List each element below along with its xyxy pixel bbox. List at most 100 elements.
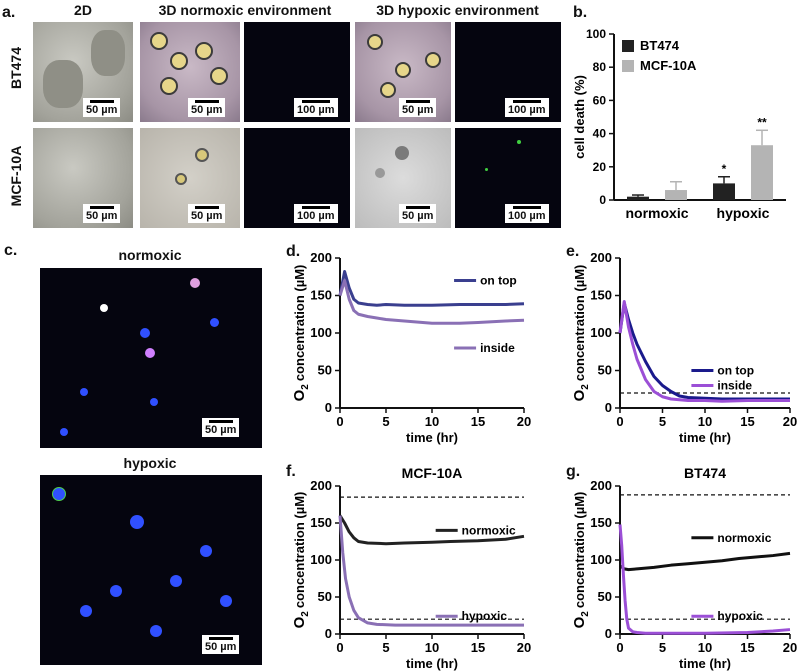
legend-label: on top	[717, 364, 754, 378]
y-tick-label: 200	[310, 478, 332, 493]
bar	[627, 197, 649, 200]
legend-label: inside	[717, 379, 752, 393]
y-tick-label: 100	[310, 325, 332, 340]
x-tick-label: 20	[783, 640, 797, 655]
x-tick-label: 5	[382, 414, 389, 429]
scale-bar: 50 µm	[188, 98, 225, 117]
panel-letter-c: c.	[4, 242, 17, 260]
micrograph-mcf10a-3d-hypoxic-brightfield: 50 µm	[355, 128, 451, 228]
micrograph-normoxic-fluorescence: 50 µm	[40, 268, 262, 448]
y-axis-label-sub: 2	[300, 611, 311, 617]
legend-label: hypoxic	[462, 609, 508, 623]
row-label-bt474: BT474	[8, 38, 24, 98]
scale-bar: 100 µm	[505, 98, 549, 117]
x-axis-label: time (hr)	[679, 430, 731, 445]
header-3d-hypoxic: 3D hypoxic environment	[355, 2, 560, 18]
scale-bar: 50 µm	[188, 204, 225, 223]
micrograph-bt474-3d-normoxic-brightfield: 50 µm	[140, 22, 240, 122]
scale-bar: 50 µm	[202, 635, 239, 654]
y-axis-label: O2 concentration (µM)	[571, 265, 591, 402]
legend-label: inside	[480, 341, 515, 355]
chart-b-cell-death: 0 20 40 60 80 100 cell death (%) normoxic hypoxi…	[570, 20, 796, 240]
y-tick-label: 50	[318, 363, 332, 378]
x-tick-label: 0	[616, 414, 623, 429]
chart-e-oxygen: 0501001502000 5 10 15 20time (hr)O2concentra…	[562, 248, 798, 454]
scale-bar: 50 µm	[399, 204, 436, 223]
y-tick-label: 0	[605, 626, 612, 641]
micrograph-mcf10a-3d-normoxic-brightfield: 50 µm	[140, 128, 240, 228]
y-axis-label-prefix: O	[291, 389, 308, 401]
significance-marker: *	[722, 162, 727, 176]
chart-title: MCF-10A	[402, 465, 463, 481]
panel-letter-a: a.	[2, 4, 15, 22]
x-tick-label: 5	[382, 640, 389, 655]
micrograph-bt474-3d-normoxic-fluorescence: 100 µm	[244, 22, 350, 122]
legend-label: hypoxic	[717, 609, 763, 623]
y-tick-label: 50	[598, 363, 612, 378]
x-tick-label: 0	[336, 414, 343, 429]
scale-bar: 50 µm	[399, 98, 436, 117]
panel-c-label-normoxic: normoxic	[40, 247, 260, 263]
y-axis-label-sub: 2	[580, 611, 591, 617]
y-tick-label: 50	[598, 589, 612, 604]
y-tick-label: 150	[310, 515, 332, 530]
y-tick-label: 150	[590, 515, 612, 530]
y-axis-label-sub: 2	[580, 384, 591, 390]
y-axis-label: cell death (%)	[572, 75, 587, 159]
y-tick-label: 200	[590, 478, 612, 493]
y-tick-label: 40	[593, 127, 607, 141]
scale-bar: 100 µm	[505, 204, 549, 223]
legend-swatch	[622, 60, 634, 72]
y-tick-label: 100	[310, 552, 332, 567]
y-axis-label: O2 concentration (µM)	[291, 265, 311, 402]
legend-swatch	[622, 40, 634, 52]
x-tick-label: 10	[698, 640, 712, 655]
y-tick-label: 200	[310, 250, 332, 265]
x-tick-label: 5	[659, 414, 666, 429]
chart-d-axes: 0501001502000 5 10 15 20time (hr)O2concentra…	[291, 250, 531, 445]
y-tick-label: 100	[590, 552, 612, 567]
y-tick-label: 20	[593, 160, 607, 174]
y-tick-label: 150	[310, 288, 332, 303]
legend-label: normoxic	[462, 523, 516, 537]
micrograph-bt474-2d: 50 µm	[33, 22, 133, 122]
micrograph-mcf10a-3d-hypoxic-fluorescence: 100 µm	[455, 128, 561, 228]
y-axis-label-prefix: O	[291, 616, 308, 628]
x-axis-label: time (hr)	[406, 430, 458, 445]
legend-label: on top	[480, 274, 517, 288]
x-tick-label: 10	[698, 414, 712, 429]
y-tick-label: 0	[599, 193, 606, 207]
y-axis-label: O2 concentration (µM)	[571, 492, 591, 629]
legend-label: MCF-10A	[640, 58, 697, 73]
y-axis-label-sub: 2	[300, 384, 311, 390]
x-tick-label: 15	[471, 414, 485, 429]
x-tick-label: 20	[783, 414, 797, 429]
y-axis-label-prefix: O	[571, 616, 588, 628]
y-tick-label: 100	[590, 325, 612, 340]
bar	[713, 183, 735, 200]
row-label-mcf10a: MCF-10A	[8, 138, 24, 214]
x-tick-label: 10	[425, 640, 439, 655]
header-3d-normoxic: 3D normoxic environment	[140, 2, 350, 18]
chart-f-axes: MCF-10A0501001502000 5 10 15 20time (hr)O2co…	[291, 465, 531, 671]
y-tick-label: 0	[325, 400, 332, 415]
chart-b-axes: 020406080100cell death (%)normoxic hypoxi…	[572, 27, 786, 221]
y-axis-label-text: concentration (µM)	[572, 492, 587, 609]
x-axis-label: time (hr)	[679, 656, 731, 671]
x-tick-label: 15	[740, 414, 754, 429]
category-label: normoxic	[625, 205, 688, 221]
x-tick-label: 15	[740, 640, 754, 655]
chart-g-axes: BT474 0 50 100 150 200 0 5 10 15 20 time (hr) O2 conc…	[571, 465, 797, 671]
x-tick-label: 20	[517, 640, 531, 655]
legend-label: normoxic	[717, 531, 771, 545]
y-tick-label: 100	[586, 27, 606, 41]
bar	[751, 145, 773, 200]
chart-f-oxygen-mcf10a: MCF-10A 0 50 100 150 200 0 5 10 15 20 time (hr) O2 co…	[282, 462, 542, 672]
micrograph-bt474-3d-hypoxic-fluorescence: 100 µm	[455, 22, 561, 122]
scale-bar: 100 µm	[294, 204, 338, 223]
y-tick-label: 150	[590, 288, 612, 303]
chart-d-oxygen: 0501001502000 5 10 15 20time (hr)O2concentra…	[282, 248, 542, 454]
micrograph-bt474-3d-hypoxic-brightfield: 50 µm	[355, 22, 451, 122]
scale-bar: 100 µm	[294, 98, 338, 117]
category-label: hypoxic	[717, 205, 770, 221]
